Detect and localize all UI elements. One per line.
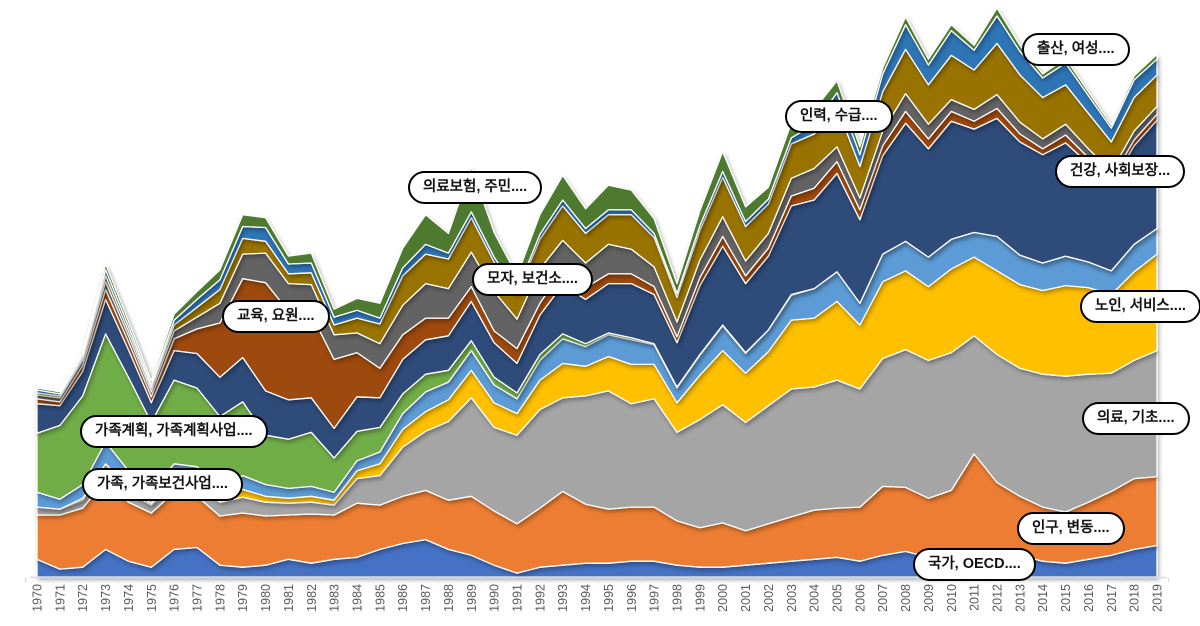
series-callout-10[interactable]: 의료, 기초.... (1082, 402, 1190, 436)
series-callout-1[interactable]: 가족계획, 가족계획사업.... (80, 415, 268, 449)
x-axis-label: 2009 (922, 584, 936, 612)
x-axis-label: 2012 (991, 584, 1005, 612)
x-axis-label: 1982 (305, 584, 319, 612)
x-axis-label: 1985 (373, 584, 387, 612)
x-axis-label: 1993 (556, 584, 570, 612)
x-axis-label: 1974 (122, 584, 136, 612)
x-axis-label: 2016 (1082, 584, 1096, 612)
x-axis-label: 2018 (1128, 584, 1142, 612)
x-axis-label: 1983 (328, 584, 342, 612)
series-callout-2[interactable]: 가족, 가족보건사업.... (82, 468, 243, 502)
x-axis-label: 2011 (968, 584, 982, 611)
x-axis-label: 2004 (808, 584, 822, 612)
series-area-12[interactable] (36, 7, 1158, 395)
x-axis-label: 1988 (442, 584, 456, 612)
x-axis-label: 1980 (259, 584, 273, 612)
x-axis-label: 2019 (1151, 584, 1165, 612)
x-axis-label: 1992 (533, 584, 547, 612)
series-callout-3[interactable]: 교육, 요원.... (222, 300, 330, 334)
series-callout-8[interactable]: 건강, 사회보장... (1055, 155, 1186, 189)
x-axis-label: 1977 (191, 584, 205, 612)
x-axis-label: 2017 (1105, 584, 1119, 612)
x-axis-label: 2010 (945, 584, 959, 612)
x-axis-label: 1991 (511, 584, 525, 612)
x-axis-label: 2006 (853, 584, 867, 612)
x-axis-group: 1970 1971 1972 1973 1974 1975 1976 1977 1978 1979… (24, 576, 1170, 612)
x-axis-label: 2003 (785, 584, 799, 612)
x-axis-label: 1978 (213, 584, 227, 612)
x-axis-label: 1990 (488, 584, 502, 612)
x-axis-label: 1987 (419, 584, 433, 612)
x-axis-label: 1999 (693, 584, 707, 612)
x-axis-label: 1979 (236, 584, 250, 612)
x-axis-label: 1976 (168, 584, 182, 612)
series-callout-7[interactable]: 출산, 여성.... (1022, 33, 1130, 67)
series-callout-4[interactable]: 의료보험, 주민.... (408, 171, 543, 205)
x-axis-label: 1973 (99, 584, 113, 612)
x-axis-label: 2014 (1036, 584, 1050, 612)
x-axis-label: 1996 (625, 584, 639, 612)
x-axis-label: 2001 (739, 584, 753, 612)
x-axis-label: 2008 (899, 584, 913, 612)
x-axis-label: 2013 (1013, 584, 1027, 612)
x-axis-label: 1995 (602, 584, 616, 612)
series-callout-11[interactable]: 인구, 변동.... (1017, 512, 1125, 546)
x-axis-label: 2007 (876, 584, 890, 612)
x-axis-label: 1981 (282, 584, 296, 612)
series-callout-9[interactable]: 노인, 서비스.... (1080, 290, 1200, 324)
x-axis-label: 2002 (762, 584, 776, 612)
x-axis-label: 1972 (76, 584, 90, 612)
x-axis-label: 1986 (396, 584, 410, 612)
x-axis-label: 1984 (351, 584, 365, 612)
x-axis-label: 2005 (831, 584, 845, 612)
x-axis-label: 1970 (31, 584, 45, 612)
x-axis-label: 1994 (579, 584, 593, 612)
series-callout-5[interactable]: 모자, 보건소.... (472, 263, 593, 297)
x-axis-label: 1975 (145, 584, 159, 612)
x-axis-label: 2015 (1059, 584, 1073, 612)
x-axis-label: 1998 (671, 584, 685, 612)
series-callout-6[interactable]: 인력, 수급.... (785, 100, 893, 134)
x-axis-label: 1989 (465, 584, 479, 612)
x-axis-label: 1971 (53, 584, 67, 612)
x-axis-label: 2000 (716, 584, 730, 612)
series-callout-12[interactable]: 국가, OECD.... (913, 548, 1036, 582)
x-axis-label: 1997 (648, 584, 662, 612)
